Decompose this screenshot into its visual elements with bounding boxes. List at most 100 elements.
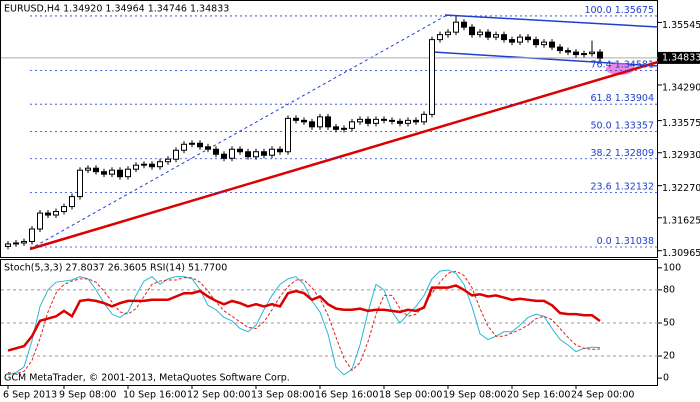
candle-body xyxy=(189,142,195,145)
candle-body xyxy=(421,113,427,123)
candle-body xyxy=(541,41,547,46)
candle-body xyxy=(277,148,283,153)
candle-body xyxy=(453,21,459,33)
fib-price-label: 1.33904 xyxy=(615,93,654,104)
candle-body xyxy=(245,151,251,158)
indicator-line xyxy=(7,270,601,375)
price-tag xyxy=(658,51,700,64)
y-tick-label: 1.33575 xyxy=(662,118,700,129)
fib-price-label: 1.32132 xyxy=(615,181,654,192)
candle-body xyxy=(557,46,563,52)
candle-body xyxy=(29,228,35,242)
candle-body xyxy=(101,171,107,175)
candle-body xyxy=(229,148,235,159)
x-tick-label: 19 Sep 08:00 xyxy=(443,390,506,401)
fib-baseline xyxy=(29,14,448,250)
candle-body xyxy=(69,196,75,208)
candle-body xyxy=(13,242,19,245)
candle-body xyxy=(117,169,123,178)
candle-body xyxy=(445,31,451,36)
y-tick-label: 0 xyxy=(663,373,669,384)
x-tick-label: 9 Sep 08:00 xyxy=(59,390,116,401)
candle-body xyxy=(61,206,67,213)
candle-body xyxy=(389,119,395,122)
candle-body xyxy=(461,21,467,28)
candle-body xyxy=(317,116,323,128)
candle-body xyxy=(581,53,587,56)
candle-body xyxy=(77,169,83,198)
fib-price-label: 1.34581 xyxy=(615,59,654,70)
y-tick-label: 1.34290 xyxy=(662,82,700,93)
fib-price-label: 1.31038 xyxy=(615,236,654,247)
candle-body xyxy=(85,167,91,171)
candle-body xyxy=(149,163,155,168)
candle-body xyxy=(365,118,371,124)
fib-label: 100.0 1.35675 xyxy=(584,4,654,15)
candle-body xyxy=(37,212,43,230)
main-panel xyxy=(0,0,658,258)
candle-body xyxy=(469,26,475,36)
candle-body xyxy=(325,116,331,128)
candle-body xyxy=(333,126,339,130)
y-tick-label: 50 xyxy=(663,317,675,328)
candle-body xyxy=(525,36,531,41)
candle-body xyxy=(285,117,291,153)
candle-body xyxy=(493,34,499,38)
candle-body xyxy=(573,51,579,56)
y-tick-label: 1.30965 xyxy=(662,248,700,259)
candle-body xyxy=(93,167,99,173)
x-tick-label: 24 Sep 00:00 xyxy=(571,390,634,401)
fib-label: 23.6 1.32132 xyxy=(591,181,654,192)
channel-upper xyxy=(444,14,659,28)
candle-body xyxy=(5,243,11,247)
fib-level-label: 76.4 xyxy=(591,59,612,70)
fib-price-label: 1.33357 xyxy=(615,120,654,131)
fib-level-label: 23.6 xyxy=(591,181,612,192)
fib-label: 50.0 1.33357 xyxy=(591,120,654,131)
candle-body xyxy=(349,121,355,129)
y-tick-label: 1.32270 xyxy=(662,183,700,194)
candle-body xyxy=(357,118,363,123)
fib-label: 0.0 1.31038 xyxy=(597,236,654,247)
candle-body xyxy=(261,151,267,156)
y-tick-label: 1.31625 xyxy=(662,215,700,226)
indicator-title: Stoch(5,3,3) 27.8037 26.3605 RSI(14) 51.… xyxy=(4,263,227,274)
trend-line xyxy=(29,60,659,251)
candle-body xyxy=(509,39,515,43)
candle-body xyxy=(485,31,491,38)
candle-body xyxy=(381,118,387,121)
candle-body xyxy=(213,148,219,155)
candle-body xyxy=(157,161,163,168)
fib-level-label: 100.0 xyxy=(584,4,611,15)
y-tick-label: 80 xyxy=(663,284,675,295)
main-title: EURUSD,H4 1.34920 1.34964 1.34746 1.3483… xyxy=(4,4,229,15)
candle-body xyxy=(205,146,211,150)
candle-body xyxy=(173,149,179,160)
fib-price-label: 1.32809 xyxy=(615,147,654,158)
candle-body xyxy=(477,31,483,36)
candle-body xyxy=(181,143,187,151)
fib-level-label: 38.2 xyxy=(591,147,612,158)
candle-body xyxy=(597,51,603,59)
price-tag-label: 1.34833 xyxy=(662,52,700,63)
candle-body xyxy=(269,148,275,156)
fib-level-label: 50.0 xyxy=(591,120,612,131)
candle-body xyxy=(165,158,171,163)
candle-body xyxy=(253,151,259,158)
indicator-line xyxy=(7,269,601,376)
candle-body xyxy=(133,164,139,170)
y-tick-label: 20 xyxy=(663,351,675,362)
candle-body xyxy=(221,153,227,159)
x-tick-label: 18 Sep 00:00 xyxy=(379,390,442,401)
candle-body xyxy=(109,169,115,175)
y-tick-label: 1.32930 xyxy=(662,150,700,161)
candle-body xyxy=(309,121,315,128)
indicator-line xyxy=(7,284,601,352)
candle-body xyxy=(565,50,571,53)
candle-body xyxy=(517,36,523,43)
x-tick-label: 12 Sep 00:00 xyxy=(187,390,250,401)
y-tick-label: 1.35545 xyxy=(662,20,700,31)
candle-body xyxy=(21,240,27,244)
